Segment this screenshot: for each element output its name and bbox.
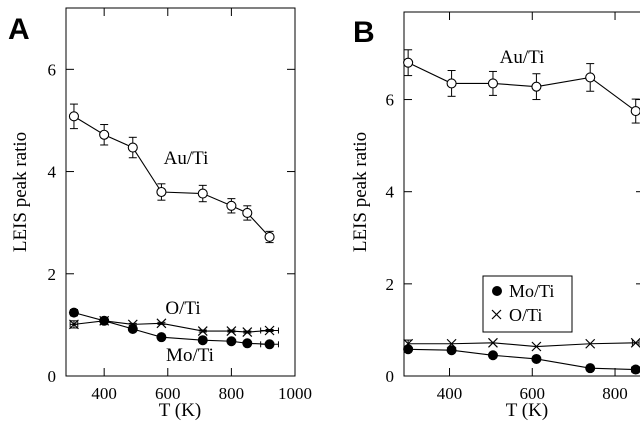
data-point (264, 339, 275, 350)
y-tick-label: 4 (48, 163, 57, 182)
series-mo-ti-a (68, 307, 279, 350)
x-axis-a: 400 600 800 1000 (91, 8, 312, 403)
data-point (226, 200, 237, 211)
data-point (585, 363, 596, 374)
y-axis-b: 0 2 4 6 (386, 91, 640, 386)
x-tick-label: 1000 (278, 384, 312, 403)
data-point (446, 345, 457, 356)
series-mo-ti-b (403, 344, 640, 375)
data-point (403, 338, 414, 349)
plot-frame-a (65, 7, 296, 377)
panel-label-b: B (353, 16, 375, 49)
data-point (99, 129, 110, 140)
legend-label-o-ti: O/Ti (509, 305, 542, 325)
data-point (487, 350, 498, 361)
legend-marker-o-ti (491, 309, 502, 320)
data-point (487, 78, 499, 89)
data-point (242, 327, 253, 337)
series-au-ti-b (403, 49, 640, 124)
data-point (630, 106, 640, 117)
x-tick-label: 600 (520, 384, 546, 403)
data-point (242, 207, 253, 219)
data-point (68, 111, 80, 122)
series-group-b (403, 49, 640, 375)
panel-b: B 400 600 800 0 2 4 6 T (K) LEIS peak ratio A… (350, 11, 640, 421)
data-point (99, 315, 110, 326)
y-tick-label: 4 (386, 183, 395, 202)
data-point (531, 81, 542, 92)
data-point (127, 142, 138, 153)
data-point (264, 231, 275, 243)
y-tick-label: 2 (48, 265, 57, 284)
y-tick-label: 0 (48, 367, 57, 386)
data-point (630, 364, 640, 375)
data-point (403, 57, 414, 68)
data-point (585, 338, 596, 349)
y-tick-label: 6 (386, 91, 395, 110)
legend-box-b (482, 275, 573, 333)
x-tick-label: 600 (155, 384, 181, 403)
legend-b: Mo/Ti O/Ti (482, 275, 573, 333)
annotation-au-ti-b: Au/Ti (500, 47, 545, 68)
y-axis-label-a: LEIS peak ratio (10, 132, 31, 252)
data-point (226, 326, 237, 336)
series-line (407, 62, 637, 112)
annotation-mo-ti-a: Mo/Ti (166, 345, 214, 366)
data-point (68, 307, 79, 318)
y-tick-label: 2 (386, 275, 395, 294)
data-point (264, 325, 275, 336)
panel-a: A 400 600 800 1000 0 2 4 6 T (K) LEIS peak rat… (8, 7, 312, 421)
x-tick-label: 800 (602, 384, 628, 403)
data-point (156, 332, 167, 343)
series-line (408, 348, 636, 371)
legend-marker-mo-ti (492, 286, 502, 296)
data-point (585, 72, 596, 83)
annotation-o-ti-a: O/Ti (165, 298, 200, 319)
data-point (242, 338, 253, 349)
y-tick-label: 6 (48, 60, 57, 79)
data-point (69, 319, 79, 330)
y-axis-label-b: LEIS peak ratio (350, 132, 371, 252)
data-point (197, 335, 208, 346)
data-point (488, 337, 498, 348)
y-axis-a: 0 2 4 6 (48, 60, 295, 386)
series-au-ti-a (68, 103, 275, 244)
data-point (630, 337, 640, 348)
data-point (156, 186, 167, 198)
data-point (197, 188, 208, 199)
panel-label-a: A (8, 13, 30, 46)
data-point (156, 318, 167, 329)
x-axis-b: 400 600 800 (437, 12, 628, 403)
data-point (127, 323, 138, 334)
data-point (197, 326, 208, 336)
data-point (446, 338, 457, 349)
series-line (408, 342, 636, 348)
x-tick-label: 400 (91, 384, 117, 403)
x-tick-label: 800 (219, 384, 245, 403)
data-point (531, 353, 542, 364)
annotation-au-ti-a: Au/Ti (164, 148, 209, 169)
series-group-a (68, 103, 279, 350)
data-point (531, 341, 542, 352)
plot-frame-b (403, 11, 640, 377)
data-point (226, 336, 237, 347)
x-axis-label-b: T (K) (506, 400, 548, 421)
x-axis-label-a: T (K) (159, 400, 201, 421)
data-point (446, 78, 457, 89)
x-tick-label: 400 (437, 384, 463, 403)
y-tick-label: 0 (386, 367, 395, 386)
legend-label-mo-ti: Mo/Ti (509, 281, 554, 301)
series-o-ti-b (403, 337, 640, 352)
